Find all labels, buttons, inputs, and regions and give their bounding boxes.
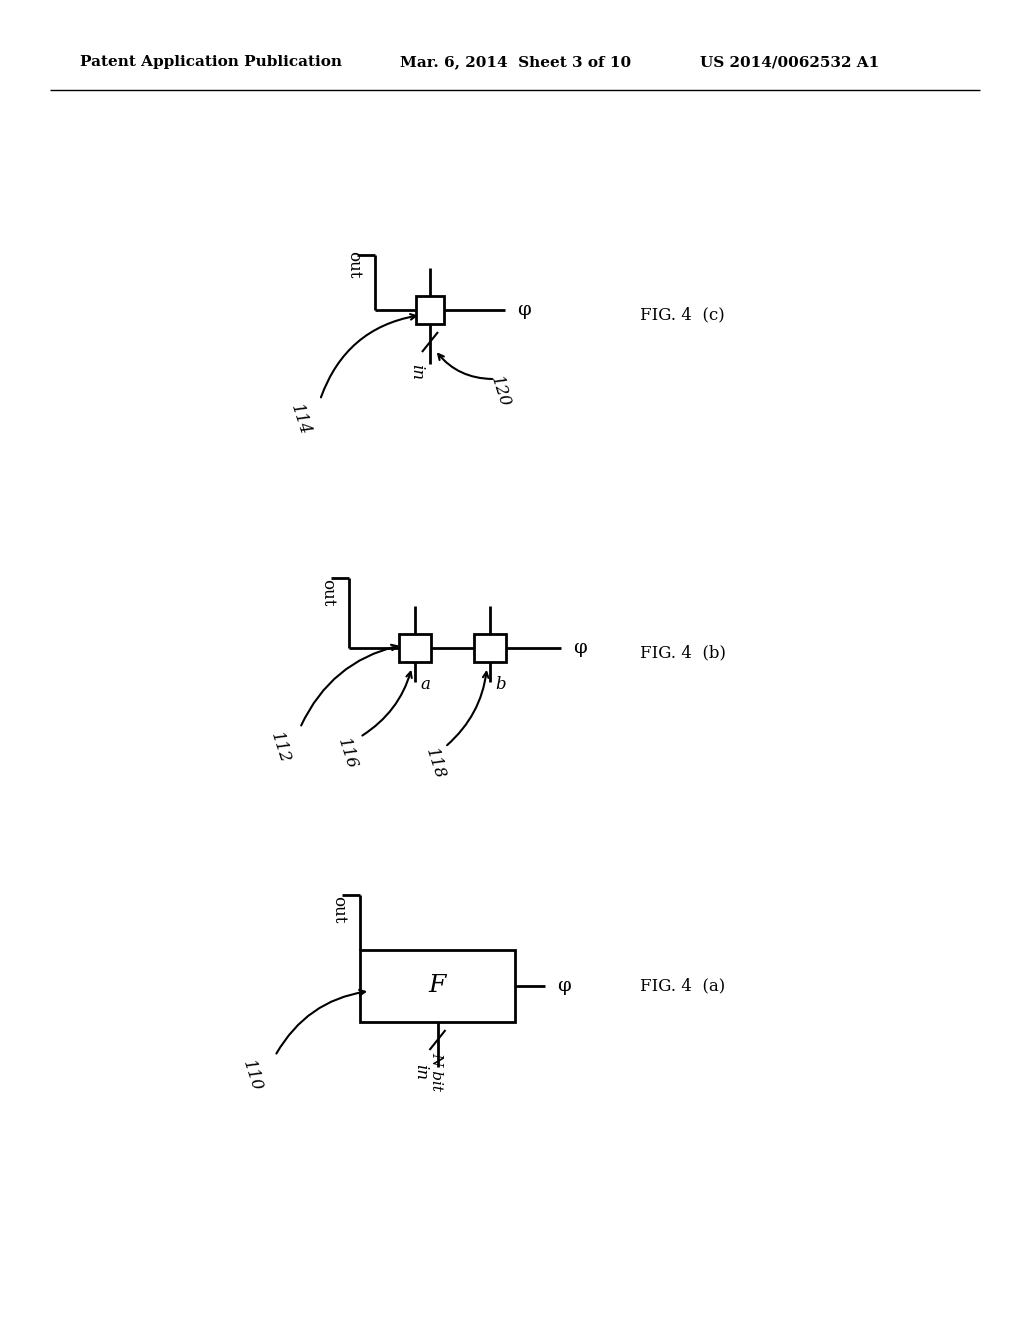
Text: 110: 110 [239, 1059, 265, 1094]
Text: out: out [319, 579, 336, 607]
Text: FIG. 4  (a): FIG. 4 (a) [640, 978, 725, 994]
Text: b: b [495, 676, 506, 693]
Text: 114: 114 [287, 403, 313, 438]
Text: 118: 118 [422, 746, 449, 781]
Text: out: out [345, 251, 362, 279]
Text: in: in [408, 364, 425, 380]
Text: 112: 112 [267, 730, 293, 766]
Bar [474, 634, 506, 663]
Bar [360, 950, 515, 1022]
Bar [416, 296, 444, 323]
Text: φ: φ [573, 639, 587, 657]
Bar [399, 634, 431, 663]
Text: 116: 116 [334, 737, 360, 772]
Text: out: out [330, 896, 347, 924]
Text: F: F [429, 974, 446, 998]
Text: φ: φ [517, 301, 530, 319]
Text: Mar. 6, 2014  Sheet 3 of 10: Mar. 6, 2014 Sheet 3 of 10 [400, 55, 631, 69]
Text: N bit: N bit [429, 1052, 443, 1092]
Text: US 2014/0062532 A1: US 2014/0062532 A1 [700, 55, 880, 69]
Text: a: a [420, 676, 430, 693]
Text: Patent Application Publication: Patent Application Publication [80, 55, 342, 69]
Text: FIG. 4  (c): FIG. 4 (c) [640, 306, 725, 323]
Text: in: in [413, 1064, 429, 1080]
Text: φ: φ [557, 977, 570, 995]
Text: 120: 120 [487, 374, 513, 409]
Text: FIG. 4  (b): FIG. 4 (b) [640, 644, 726, 661]
